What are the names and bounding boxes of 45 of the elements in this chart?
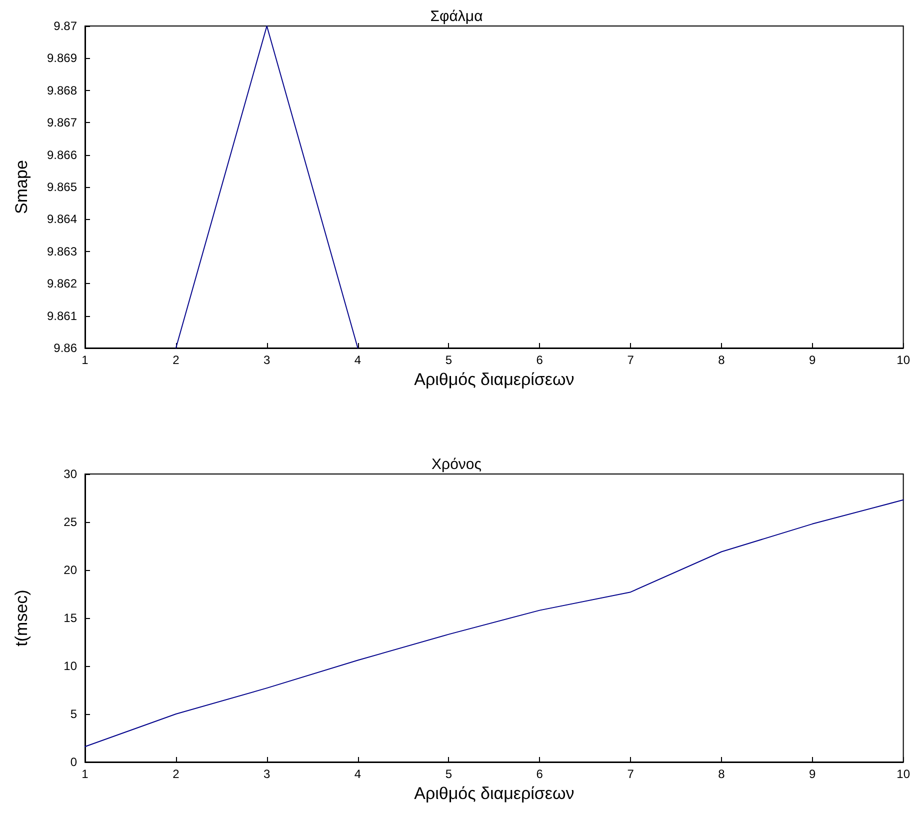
x-tick-label: 2 xyxy=(172,767,180,781)
y-tick-label: 9.865 xyxy=(46,180,78,194)
x-tick-label: 4 xyxy=(354,353,362,367)
x-tick-label: 10 xyxy=(896,353,910,367)
x-tick-label: 8 xyxy=(718,767,726,781)
x-tick-label: 3 xyxy=(264,767,271,781)
y-tick-label: 9.87 xyxy=(54,19,78,33)
x-tick-label: 10 xyxy=(896,767,910,781)
x-tick-label: 9 xyxy=(809,767,816,781)
y-tick-label: 9.864 xyxy=(46,212,78,226)
x-tick-label: 5 xyxy=(445,767,452,781)
y-tick-label: 15 xyxy=(64,611,78,625)
x-tick-label: 6 xyxy=(536,353,544,367)
y-axis-title: t(msec) xyxy=(12,590,31,646)
y-tick-label: 9.868 xyxy=(46,83,78,98)
x-tick-label: 5 xyxy=(445,353,452,367)
x-tick-label: 7 xyxy=(627,353,634,367)
y-tick-label: 30 xyxy=(64,467,78,481)
y-tick-label: 9.867 xyxy=(46,116,78,130)
y-tick-label: 0 xyxy=(70,755,78,769)
y-tick-label: 9.862 xyxy=(46,276,78,291)
y-tick-label: 5 xyxy=(70,707,78,721)
y-tick-label: 9.861 xyxy=(46,308,78,323)
x-tick-label: 6 xyxy=(536,767,544,781)
y-tick-label: 9.86 xyxy=(54,341,78,355)
x-tick-label: 8 xyxy=(718,353,726,367)
x-tick-label: 1 xyxy=(82,767,89,781)
chart-title: Σφάλμα xyxy=(430,8,484,25)
y-tick-label: 20 xyxy=(64,563,78,577)
chart-title: Χρόνος xyxy=(432,456,482,473)
x-tick-label: 3 xyxy=(264,353,271,367)
x-tick-label: 9 xyxy=(809,353,816,367)
y-tick-label: 9.863 xyxy=(46,244,78,258)
y-tick-label: 10 xyxy=(64,659,78,673)
x-axis-title: Αριθμός διαμερίσεων xyxy=(414,370,574,389)
y-tick-label: 25 xyxy=(64,515,78,529)
line-series xyxy=(84,499,904,748)
x-tick-label: 2 xyxy=(172,353,180,367)
x-tick-label: 7 xyxy=(627,767,634,781)
x-tick-label: 1 xyxy=(82,353,89,367)
y-tick-label: 9.866 xyxy=(46,148,78,162)
y-tick-label: 9.869 xyxy=(46,51,78,66)
y-axis-title: Smape xyxy=(12,160,31,214)
x-axis-title: Αριθμός διαμερίσεων xyxy=(414,784,574,803)
x-tick-label: 4 xyxy=(354,767,362,781)
